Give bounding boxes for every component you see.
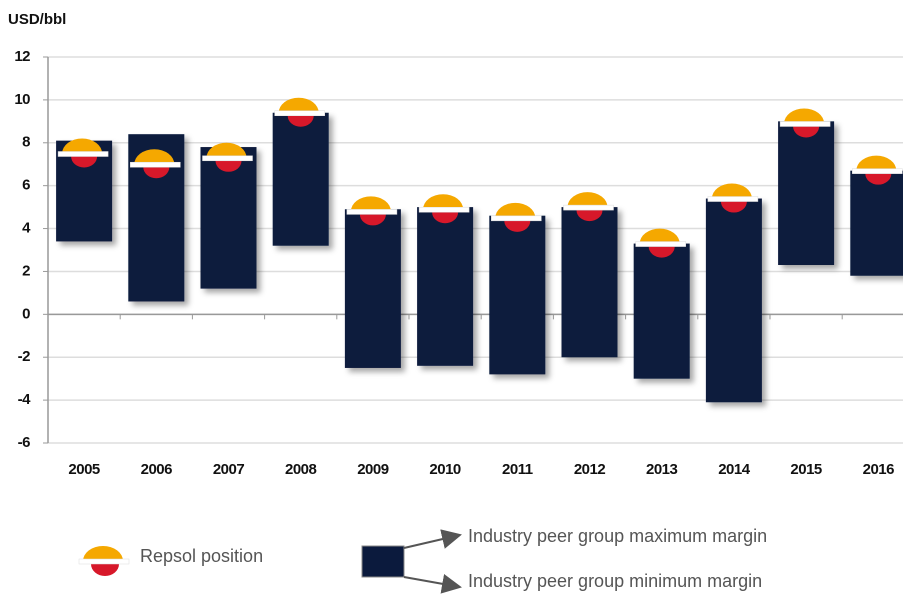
marker-bottom: [71, 156, 98, 168]
repsol-marker: [202, 142, 253, 172]
x-tick-label: 2008: [285, 461, 317, 478]
marker-band: [202, 155, 253, 162]
bar: [850, 170, 903, 276]
x-tick-label: 2014: [718, 461, 751, 478]
y-tick-label: 6: [22, 177, 30, 194]
repsol-marker: [707, 183, 759, 213]
x-tick-label: 2007: [213, 461, 245, 478]
bar: [778, 121, 835, 266]
marker-top: [423, 194, 464, 210]
x-tick-label: 2013: [646, 461, 678, 478]
bar: [489, 215, 546, 375]
marker-band: [852, 168, 903, 174]
x-tick-label: 2005: [68, 461, 100, 478]
legend-swatch: [361, 545, 405, 578]
x-tick-label: 2009: [357, 461, 389, 478]
y-tick-label: -6: [18, 434, 30, 451]
marker-band: [274, 110, 325, 117]
repsol-marker: [779, 108, 831, 138]
repsol-marker: [491, 202, 542, 232]
marker-bottom: [793, 126, 820, 138]
marker-bottom: [215, 160, 242, 172]
repsol-marker: [57, 138, 109, 168]
y-tick-label: 4: [22, 220, 31, 237]
bar: [705, 198, 762, 403]
marker-top: [206, 142, 247, 158]
marker-top: [711, 183, 752, 199]
repsol-marker: [852, 155, 903, 185]
x-tick-label: 2016: [863, 461, 895, 478]
bar: [272, 112, 329, 246]
marker-bottom: [432, 212, 459, 224]
marker-band: [346, 209, 398, 215]
marker-band: [130, 161, 181, 168]
y-tick-label: 2: [22, 262, 30, 279]
marker-top: [350, 196, 391, 212]
y-tick-label: -4: [18, 391, 31, 408]
marker-bottom: [143, 167, 170, 179]
repsol-marker: [563, 192, 614, 222]
repsol-marker: [130, 149, 181, 179]
marker-bottom: [648, 246, 675, 258]
marker-top: [856, 155, 897, 171]
marker-band: [491, 215, 542, 222]
repsol-marker: [346, 196, 398, 226]
marker-top: [134, 149, 175, 165]
y-tick-label: 8: [22, 134, 30, 151]
y-tick-label: 10: [14, 91, 30, 108]
legend-label: Industry peer group minimum margin: [468, 571, 762, 591]
legend-arrow: [403, 529, 462, 549]
y-axis-label: USD/bbl: [8, 11, 66, 28]
repsol-marker: [274, 97, 325, 127]
legend: Repsol position Industry peer group maxi…: [78, 526, 767, 594]
y-tick-label: 12: [14, 48, 30, 65]
y-tick-label: -2: [18, 348, 30, 365]
marker-band: [707, 196, 759, 202]
marker-bottom: [359, 214, 386, 226]
marker-top: [495, 202, 536, 218]
legend-arrow: [403, 573, 462, 594]
bar: [633, 243, 690, 379]
x-tick-label: 2015: [790, 461, 822, 478]
marker-top: [784, 108, 825, 124]
marker-bottom: [720, 201, 747, 213]
marker-bottom: [504, 220, 531, 232]
marker-bottom: [287, 115, 314, 127]
legend-label: Industry peer group maximum margin: [468, 526, 767, 546]
marker-bottom: [576, 210, 603, 222]
marker-bottom: [865, 173, 892, 185]
marker-band: [635, 241, 686, 247]
marker-band: [779, 121, 831, 127]
x-tick-label: 2012: [574, 461, 606, 478]
x-tick-label: 2011: [502, 461, 533, 478]
marker-top: [639, 228, 680, 244]
bar: [417, 207, 474, 366]
bar: [561, 207, 618, 358]
marker-band: [563, 204, 614, 211]
x-tick-label: 2006: [141, 461, 173, 478]
marker-band: [57, 151, 109, 157]
legend-label: Repsol position: [140, 546, 263, 566]
marker-top: [62, 138, 103, 154]
marker-top: [278, 97, 319, 113]
marker-top: [567, 192, 608, 208]
repsol-marker: [418, 194, 470, 224]
bar: [344, 209, 401, 368]
x-tick-label: 2010: [429, 461, 461, 478]
y-tick-label: 0: [22, 305, 30, 322]
repsol-marker: [635, 228, 686, 258]
legend-logo: [78, 546, 130, 576]
marker-band: [418, 207, 470, 213]
